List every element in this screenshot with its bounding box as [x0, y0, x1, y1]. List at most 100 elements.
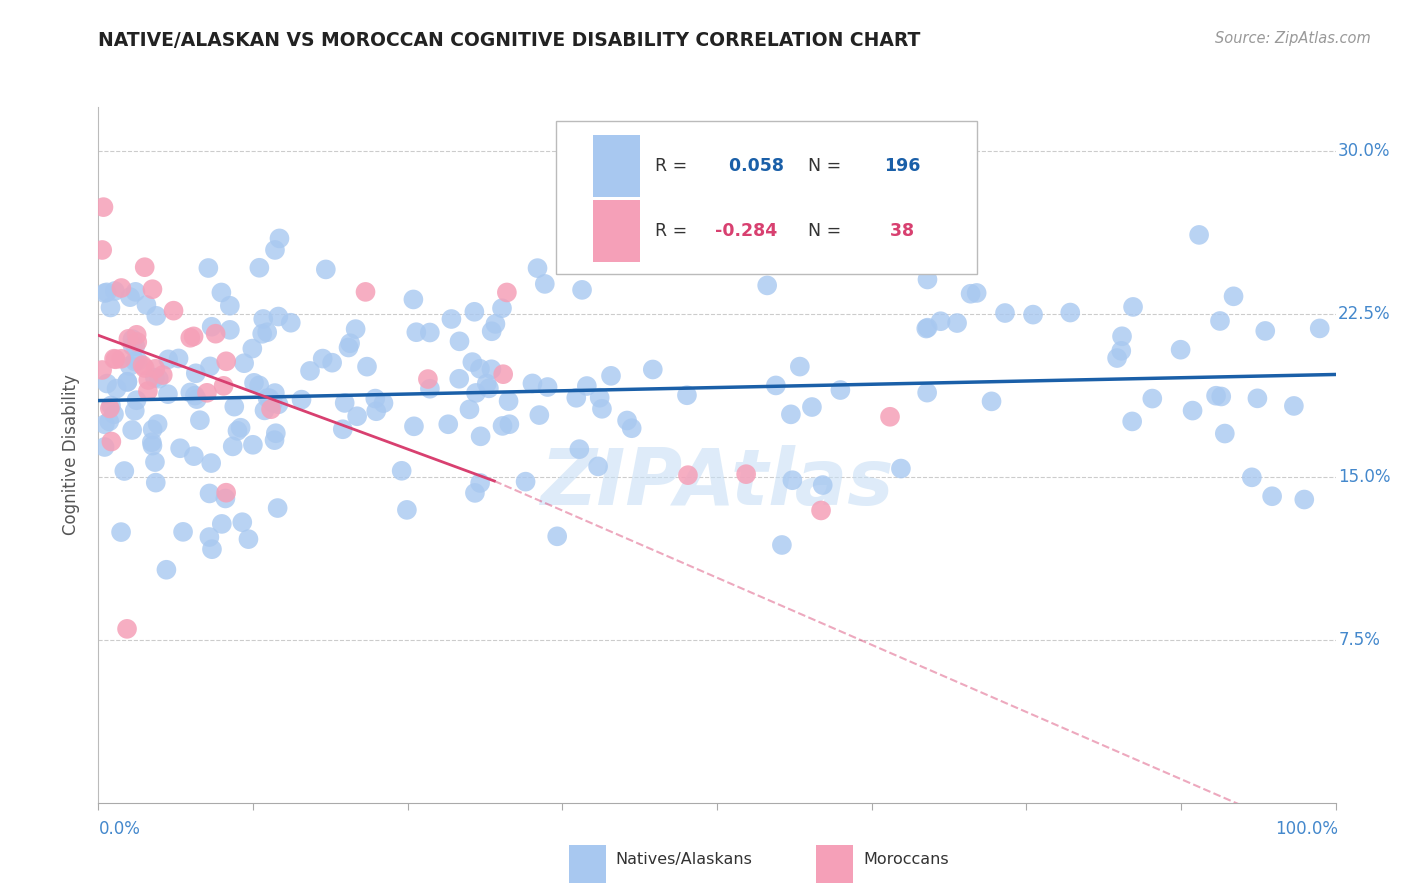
- Point: [198, 359, 221, 374]
- Text: 30.0%: 30.0%: [1339, 142, 1391, 160]
- Point: [315, 262, 337, 277]
- Point: [263, 433, 285, 447]
- Point: [91, 243, 114, 257]
- Point: [243, 376, 266, 390]
- Point: [1213, 426, 1236, 441]
- Point: [1170, 343, 1192, 357]
- FancyBboxPatch shape: [815, 845, 853, 883]
- Point: [830, 383, 852, 397]
- Point: [120, 290, 142, 304]
- Point: [616, 413, 638, 427]
- Point: [110, 351, 132, 366]
- FancyBboxPatch shape: [593, 200, 640, 262]
- Point: [224, 400, 246, 414]
- Point: [145, 475, 167, 490]
- Text: N =: N =: [797, 157, 848, 175]
- FancyBboxPatch shape: [557, 121, 977, 274]
- Point: [157, 352, 180, 367]
- Point: [98, 401, 121, 416]
- Point: [204, 326, 226, 341]
- Point: [1205, 389, 1227, 403]
- Point: [917, 272, 939, 286]
- Point: [1309, 321, 1331, 335]
- Point: [491, 301, 513, 316]
- Point: [125, 393, 148, 408]
- Text: 0.0%: 0.0%: [98, 821, 141, 838]
- Point: [800, 400, 823, 414]
- Text: 7.5%: 7.5%: [1339, 631, 1381, 648]
- Point: [356, 359, 378, 374]
- Point: [250, 326, 273, 341]
- Point: [267, 397, 290, 411]
- Point: [183, 449, 205, 463]
- Point: [231, 515, 253, 529]
- Point: [1240, 470, 1263, 484]
- Point: [184, 388, 207, 402]
- Y-axis label: Cognitive Disability: Cognitive Disability: [62, 375, 80, 535]
- Point: [183, 329, 205, 343]
- Point: [620, 421, 643, 435]
- Point: [686, 218, 709, 232]
- Point: [789, 359, 811, 374]
- Point: [93, 440, 115, 454]
- Point: [96, 376, 118, 391]
- Point: [211, 516, 233, 531]
- Point: [152, 368, 174, 382]
- Point: [416, 372, 439, 386]
- Point: [959, 286, 981, 301]
- Point: [188, 413, 211, 427]
- Point: [915, 385, 938, 400]
- Point: [1246, 392, 1268, 406]
- Point: [780, 408, 803, 422]
- Point: [533, 277, 555, 291]
- Point: [568, 442, 591, 457]
- Point: [169, 442, 191, 456]
- Point: [470, 429, 492, 443]
- Text: R =: R =: [655, 222, 693, 240]
- Point: [167, 351, 190, 366]
- Point: [117, 332, 139, 346]
- Point: [262, 396, 284, 410]
- Point: [600, 368, 623, 383]
- Point: [121, 339, 143, 353]
- Point: [104, 284, 127, 298]
- Point: [104, 352, 127, 367]
- Point: [402, 293, 425, 307]
- Point: [121, 332, 143, 346]
- Point: [437, 417, 460, 432]
- Point: [419, 382, 441, 396]
- Point: [405, 325, 427, 339]
- Point: [1211, 389, 1233, 403]
- Point: [565, 391, 588, 405]
- Point: [233, 356, 256, 370]
- Point: [264, 243, 287, 257]
- Point: [186, 392, 208, 406]
- Text: N =: N =: [797, 222, 848, 240]
- Point: [215, 485, 238, 500]
- Point: [1294, 492, 1316, 507]
- Point: [458, 402, 481, 417]
- Point: [589, 391, 612, 405]
- Point: [461, 355, 484, 369]
- Point: [1142, 392, 1164, 406]
- Text: 196: 196: [884, 157, 921, 175]
- Point: [226, 424, 249, 438]
- Point: [260, 402, 283, 417]
- Point: [391, 464, 413, 478]
- Point: [946, 316, 969, 330]
- Point: [364, 392, 387, 406]
- Point: [200, 456, 222, 470]
- Point: [807, 235, 830, 250]
- Point: [219, 323, 242, 337]
- Point: [1122, 300, 1144, 314]
- Point: [290, 392, 312, 407]
- Point: [195, 385, 218, 400]
- Point: [100, 301, 122, 315]
- Point: [586, 459, 609, 474]
- Point: [197, 260, 219, 275]
- Point: [242, 438, 264, 452]
- Point: [1209, 314, 1232, 328]
- Point: [464, 486, 486, 500]
- Text: 100.0%: 100.0%: [1275, 821, 1339, 838]
- Point: [1109, 343, 1132, 358]
